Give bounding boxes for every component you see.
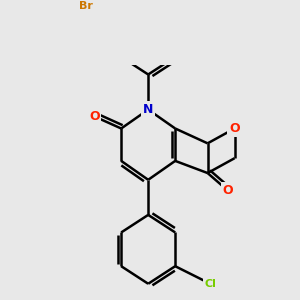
Text: O: O xyxy=(229,122,240,135)
Text: N: N xyxy=(143,103,153,116)
Text: Br: Br xyxy=(79,1,93,10)
Text: O: O xyxy=(89,110,100,123)
Text: O: O xyxy=(223,184,233,197)
Text: Cl: Cl xyxy=(204,279,216,289)
